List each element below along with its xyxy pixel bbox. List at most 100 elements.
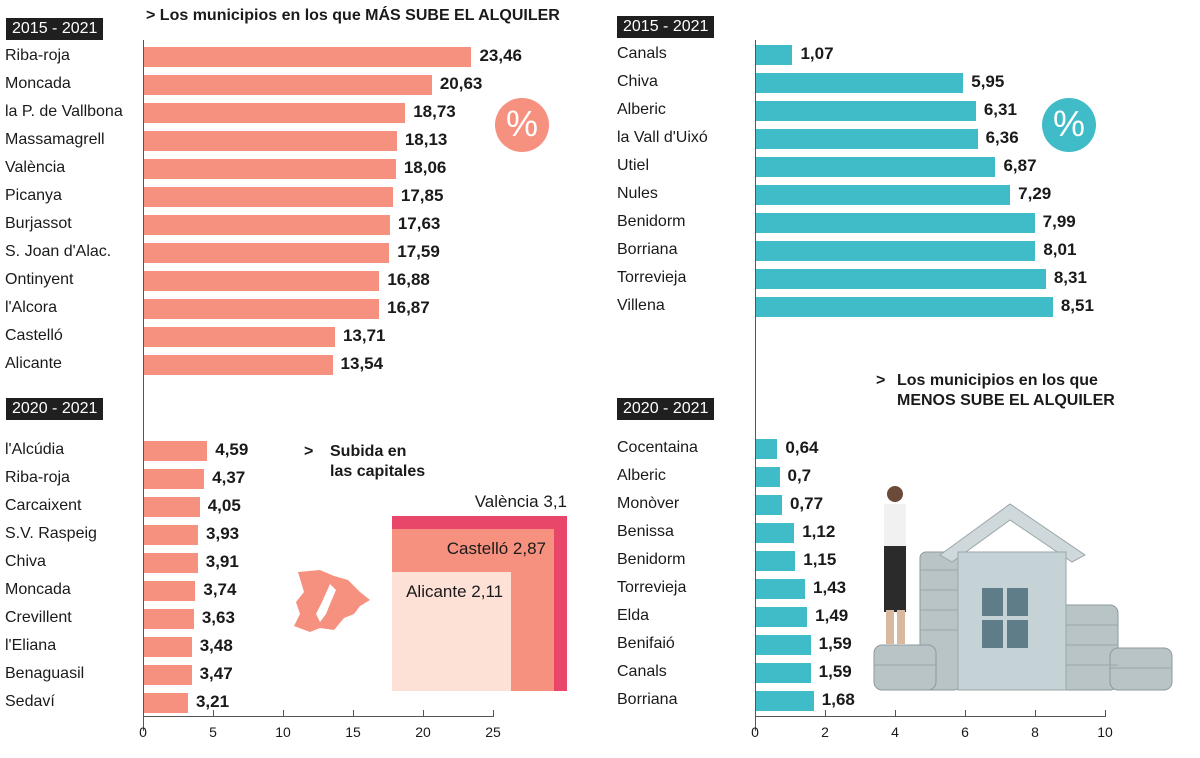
category-label: València	[5, 159, 66, 176]
x-tick-label: 10	[1097, 724, 1113, 740]
capitals-title: >	[304, 442, 313, 462]
value-label: 6,87	[1003, 156, 1037, 175]
capital-label: Castelló 2,87	[446, 538, 547, 558]
capital-square	[392, 571, 512, 691]
bar	[755, 663, 811, 683]
category-label: Moncada	[5, 75, 71, 92]
axis-line	[755, 40, 756, 731]
category-label: Crevillent	[5, 609, 72, 626]
value-label: 1,59	[818, 662, 852, 681]
arrow: >	[304, 443, 314, 460]
value-label: 3,91	[205, 552, 239, 571]
x-tick-label: 8	[1031, 724, 1039, 740]
bar	[755, 607, 808, 627]
x-tick	[825, 710, 826, 717]
bar	[755, 45, 793, 65]
value-label: 0,64	[785, 438, 819, 457]
category-label: Torrevieja	[617, 269, 687, 286]
bar	[755, 157, 996, 177]
bar	[143, 441, 208, 461]
value-label: 20,63	[439, 74, 483, 93]
bar	[755, 551, 796, 571]
bar	[755, 213, 1035, 233]
x-tick	[965, 710, 966, 717]
capital-label: València 3,1	[474, 492, 567, 511]
value-label: 1,07	[800, 44, 834, 63]
x-tick-label: 15	[345, 724, 361, 740]
bar	[755, 297, 1053, 317]
bar	[143, 299, 380, 319]
bar	[143, 271, 380, 291]
category-label: Benaguasil	[5, 665, 85, 682]
bar	[143, 609, 194, 629]
capitals-title-line1: Subida en	[330, 443, 407, 460]
percent-symbol: %	[505, 103, 538, 144]
bar	[143, 553, 198, 573]
bar	[755, 269, 1046, 289]
category-label: S.V. Raspeig	[5, 525, 97, 542]
x-tick-label: 5	[209, 724, 217, 740]
category-label: Canals	[617, 45, 667, 62]
value-label: 6,31	[983, 100, 1017, 119]
x-axis-line	[143, 716, 493, 717]
category-label: Elda	[617, 607, 650, 624]
category-label: Benifaió	[617, 635, 675, 652]
value-label: 4,59	[215, 440, 249, 459]
x-tick-label: 2	[821, 724, 829, 740]
bar	[143, 637, 192, 657]
value-label: 18,13	[404, 130, 448, 149]
capitals-title-text: Subida en las capitales	[330, 442, 425, 482]
value-label: 3,93	[206, 524, 240, 543]
bar	[143, 693, 188, 713]
bar	[755, 523, 795, 543]
value-label: 16,87	[387, 298, 430, 317]
right-title: Los municipios en los que MENOS SUBE EL A…	[897, 371, 1115, 411]
bar	[755, 101, 976, 121]
category-label: Torrevieja	[617, 579, 687, 596]
x-tick-label: 0	[139, 724, 147, 740]
category-label: l'Eliana	[5, 637, 57, 654]
category-label: Chiva	[617, 73, 658, 90]
arrow: >	[146, 7, 156, 24]
x-tick	[1035, 710, 1036, 717]
bar	[143, 581, 196, 601]
capital-label: Alicante 2,11	[406, 581, 504, 601]
category-label: Burjassot	[5, 215, 72, 232]
value-label: 8,01	[1043, 240, 1077, 259]
value-label: 1,15	[803, 550, 837, 569]
x-tick-label: 25	[485, 724, 501, 740]
value-label: 1,12	[802, 522, 836, 541]
percent-symbol: %	[1052, 103, 1085, 144]
bar	[143, 497, 200, 517]
bar	[755, 439, 778, 459]
x-tick-label: 6	[961, 724, 969, 740]
bar	[143, 187, 393, 207]
category-label: Borriana	[617, 691, 678, 708]
period-tag: 2015 - 2021	[6, 18, 104, 40]
bar	[143, 327, 335, 347]
bar	[755, 185, 1011, 205]
bar	[143, 215, 390, 235]
bar	[755, 495, 782, 515]
bar	[143, 525, 199, 545]
category-label: Picanya	[5, 187, 62, 204]
category-label: Riba-roja	[5, 47, 70, 64]
value-label: 8,51	[1060, 296, 1094, 315]
value-label: 8,31	[1053, 268, 1087, 287]
x-tick	[493, 710, 494, 717]
category-label: l'Alcúdia	[5, 441, 65, 458]
bar	[755, 129, 978, 149]
period-tag: 2020 - 2021	[617, 398, 715, 420]
x-tick	[1105, 710, 1106, 717]
house-coins-illustration	[873, 486, 1173, 691]
category-label: Villena	[617, 297, 665, 314]
category-label: S. Joan d'Alac.	[5, 243, 112, 260]
bar	[143, 355, 333, 375]
value-label: 3,74	[203, 580, 237, 599]
category-label: Chiva	[5, 553, 46, 570]
category-label: Cocentaina	[617, 439, 698, 456]
category-label: la Vall d'Uixó	[617, 129, 708, 146]
period-tag: 2015 - 2021	[617, 16, 715, 38]
category-label: Riba-roja	[5, 469, 70, 486]
category-label: Ontinyent	[5, 271, 74, 288]
